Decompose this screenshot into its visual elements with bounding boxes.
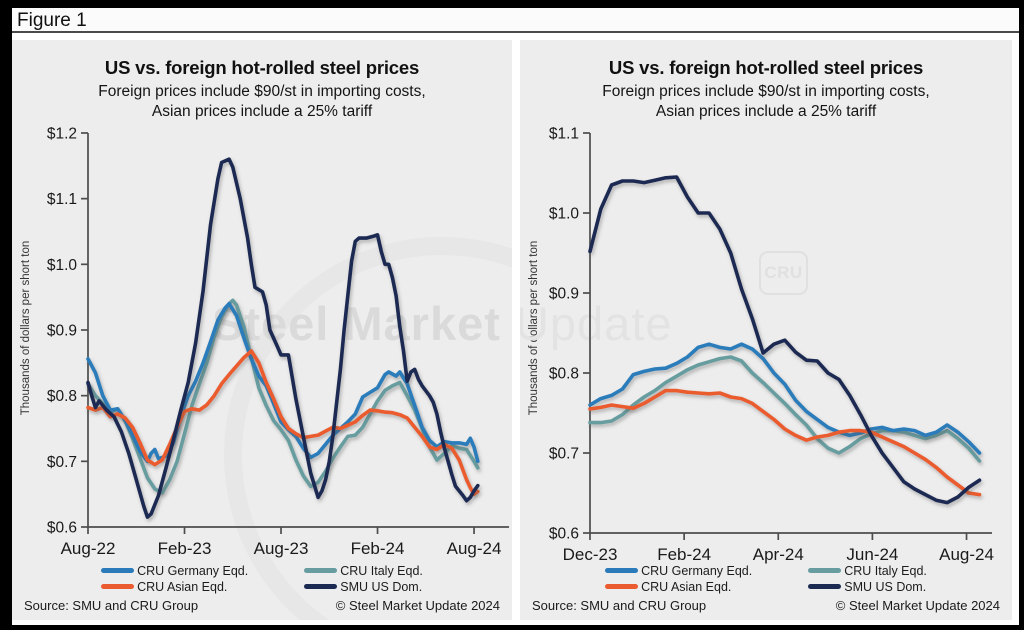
source-note: Source: SMU and CRU Group	[24, 598, 199, 613]
y-tick-label: $1.1	[549, 126, 579, 143]
chart-subtitle-line2: Asian prices include a 25% tariff	[655, 103, 877, 120]
y-tick-label: $0.6	[47, 520, 77, 537]
series-line-cru-italy-eqd-	[86, 298, 480, 495]
chart-subtitle-line1: Foreign prices include $90/st in importi…	[98, 83, 426, 100]
watermark-layer-right: Steel Market Update CRU	[520, 40, 1012, 620]
legend-swatch	[605, 584, 639, 589]
legend-label: SMU US Dom.	[340, 579, 423, 594]
x-tick-label: Jun-24	[846, 545, 898, 564]
y-tick-label: $0.9	[549, 286, 579, 303]
y-tick-label: $0.7	[549, 446, 579, 463]
legend-swatch	[101, 568, 135, 573]
legend-item: SMU US Dom.	[304, 579, 423, 594]
series-line-cru-asian-eqd-	[588, 388, 982, 497]
legend-swatch	[304, 568, 338, 573]
legend-item: CRU Asian Eqd.	[101, 579, 228, 594]
line-chart-left: $0.6 $0.7 $0.8 $0.9 $1.0 $1.1 $1.2 Aug-22 Feb-23…	[47, 125, 509, 558]
legend-swatch	[808, 584, 842, 589]
watermark-text: Steel Market Update	[212, 296, 512, 351]
legend-item: CRU Germany Eqd.	[605, 563, 753, 578]
y-tick-label: $0.7	[47, 454, 77, 471]
legend-label: CRU Germany Eqd.	[641, 563, 753, 578]
series-line-smu-us-dom-	[588, 175, 982, 505]
y-tick-label: $1.0	[47, 257, 78, 274]
legend-swatch	[101, 584, 135, 589]
legend-label: CRU Germany Eqd.	[137, 563, 249, 578]
legend-label: CRU Italy Eqd.	[340, 563, 423, 578]
y-tick-label: $0.8	[549, 366, 579, 383]
y-tick-label: $0.8	[47, 388, 77, 405]
legend-item: CRU Germany Eqd.	[101, 563, 249, 578]
legend-item: CRU Italy Eqd.	[808, 563, 927, 578]
legend-swatch	[808, 568, 842, 573]
panel-footer: Source: SMU and CRU Group © Steel Market…	[12, 598, 512, 613]
legend-item: SMU US Dom.	[808, 579, 927, 594]
series-line-cru-germany-eqd-	[588, 342, 982, 455]
legend-swatch	[304, 584, 338, 589]
x-tick-label: Dec-23	[563, 545, 618, 564]
line-chart-right: $0.6 $0.7 $0.8 $0.9 $1.0 $1.1 Dec-23 Feb-24 Apr-…	[549, 126, 994, 565]
figure-label: Figure 1	[17, 10, 87, 31]
series-line-cru-italy-eqd-	[588, 355, 982, 463]
series-line-cru-asian-eqd-	[86, 349, 480, 497]
watermark-text: Steel Market Update	[520, 296, 673, 351]
x-tick-label: Aug-24	[939, 545, 994, 564]
copyright-note: © Steel Market Update 2024	[335, 598, 500, 613]
legend-item: CRU Italy Eqd.	[304, 563, 423, 578]
y-tick-label: $1.2	[47, 125, 77, 142]
y-tick-label: $1.0	[549, 206, 580, 223]
panel-footer: Source: SMU and CRU Group © Steel Market…	[520, 598, 1012, 613]
legend-label: CRU Italy Eqd.	[844, 563, 927, 578]
axis-lines	[589, 133, 992, 534]
chart-title: US vs. foreign hot-rolled steel prices	[104, 57, 420, 78]
y-tick-label: $0.9	[47, 322, 77, 339]
y-tick-label: $1.1	[47, 191, 77, 208]
copyright-note: © Steel Market Update 2024	[835, 598, 1000, 613]
legend-label: SMU US Dom.	[844, 579, 927, 594]
x-tick-label: Aug-23	[254, 539, 309, 558]
x-tick-label: Feb-23	[158, 539, 212, 558]
x-tick-label: Apr-24	[753, 545, 804, 564]
source-note: Source: SMU and CRU Group	[532, 598, 707, 613]
legend-swatch	[605, 568, 639, 573]
x-tick-label: Aug-22	[61, 539, 116, 558]
chart-subtitle-line1: Foreign prices include $90/st in importi…	[602, 83, 930, 100]
legend-label: CRU Asian Eqd.	[641, 579, 732, 594]
x-tick-label: Feb-24	[657, 545, 711, 564]
figure-header: Figure 1	[12, 8, 1019, 33]
x-tick-label: Aug-24	[447, 539, 502, 558]
legend: CRU Germany Eqd. CRU Italy Eqd. CRU Asian …	[520, 563, 1012, 594]
figure-frame: Figure 1 Steel Market Update US vs. fore…	[12, 8, 1019, 625]
cru-logo-watermark: CRU	[759, 251, 808, 295]
y-tick-label: $0.6	[549, 526, 579, 543]
watermark-layer-left: Steel Market Update	[12, 40, 512, 620]
watermark-text-bold: Steel Market	[212, 297, 501, 350]
legend: CRU Germany Eqd. CRU Italy Eqd. CRU Asian …	[12, 563, 512, 594]
x-tick-label: Feb-24	[351, 539, 405, 558]
chart-panel-right: Steel Market Update CRU US vs. foreign h…	[520, 40, 1012, 620]
watermark-text-light: Update	[520, 297, 673, 350]
chart-title: US vs. foreign hot-rolled steel prices	[608, 57, 924, 78]
chart-panel-left: Steel Market Update US vs. foreign hot-r…	[12, 40, 512, 620]
chart-subtitle-line2: Asian prices include a 25% tariff	[151, 103, 373, 120]
legend-label: CRU Asian Eqd.	[137, 579, 228, 594]
legend-item: CRU Asian Eqd.	[605, 579, 732, 594]
series-line-smu-us-dom-	[86, 157, 480, 519]
